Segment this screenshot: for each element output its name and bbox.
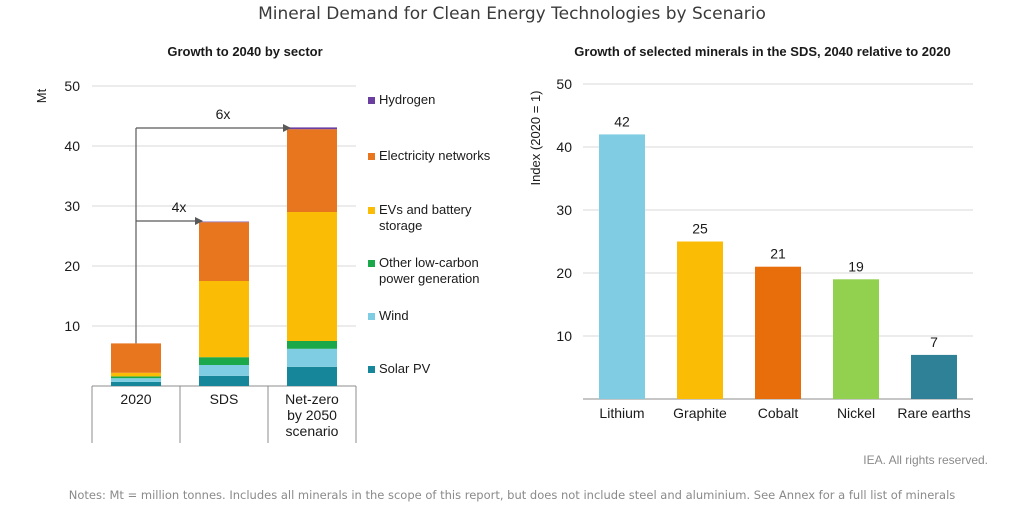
- bar-segment-evs: [111, 372, 161, 377]
- legend-swatch: [368, 260, 375, 267]
- x-tick-label: 2020: [120, 391, 151, 407]
- legend-label: EVs and battery storage: [379, 202, 472, 233]
- bar-segment-lowcarbon: [199, 357, 249, 365]
- y-tick-label: 10: [64, 318, 80, 334]
- bar-segment-evs: [287, 212, 337, 341]
- bar-segment-wind: [287, 348, 337, 367]
- y-tick-label: 40: [64, 138, 80, 154]
- growth-annotation-label: 4x: [172, 199, 187, 215]
- legend-swatch: [368, 97, 375, 104]
- bar-segment-hydrogen: [287, 127, 337, 130]
- data-label: 19: [848, 258, 864, 274]
- bar-segment-electricity: [111, 343, 161, 373]
- legend-label: Wind: [379, 308, 409, 323]
- y-tick-label: 50: [556, 76, 572, 92]
- y-tick-label: 30: [64, 198, 80, 214]
- bar-segment-solar: [287, 366, 337, 386]
- x-tick-label: Graphite: [673, 405, 727, 421]
- bar-segment-evs: [199, 281, 249, 358]
- x-tick-label: Rare earths: [897, 405, 970, 421]
- y-tick-label: 40: [556, 139, 572, 155]
- legend-label: Solar PV: [379, 361, 431, 376]
- legend-label: Hydrogen: [379, 92, 436, 107]
- x-tick-label: SDS: [210, 391, 239, 407]
- bar-lithium: [599, 134, 645, 399]
- legend-swatch: [368, 153, 375, 160]
- bar-segment-lowcarbon: [111, 376, 161, 379]
- legend-swatch: [368, 207, 375, 214]
- legend-label: Electricity networks: [379, 148, 491, 163]
- bar-segment-wind: [111, 378, 161, 382]
- legend-swatch: [368, 366, 375, 373]
- page-title: Mineral Demand for Clean Energy Technolo…: [258, 4, 766, 24]
- bar-segment-electricity: [287, 129, 337, 212]
- y-tick-label: 20: [64, 258, 80, 274]
- x-tick-label: Net-zero by 2050 scenario: [285, 391, 339, 439]
- y-axis-label: Index (2020 = 1): [528, 90, 543, 185]
- bar-segment-lowcarbon: [287, 341, 337, 349]
- x-tick-label: Cobalt: [758, 405, 799, 421]
- growth-annotation-label: 6x: [216, 106, 231, 122]
- bar-segment-solar: [199, 375, 249, 386]
- right-chart-title: Growth of selected minerals in the SDS, …: [574, 44, 951, 59]
- bar-segment-hydrogen: [199, 221, 249, 223]
- bar-rare_earths: [911, 354, 957, 399]
- notes-text: Notes: Mt = million tonnes. Includes all…: [68, 488, 956, 502]
- legend-swatch: [368, 313, 375, 320]
- y-tick-label: 20: [556, 265, 572, 281]
- bar-graphite: [677, 241, 723, 399]
- x-tick-label: Lithium: [599, 405, 644, 421]
- left-chart-title: Growth to 2040 by sector: [167, 44, 323, 59]
- y-tick-label: 50: [64, 78, 80, 94]
- bar-segment-electricity: [199, 222, 249, 281]
- data-label: 7: [930, 334, 938, 350]
- legend-label: Other low-carbon power generation: [379, 255, 480, 286]
- y-tick-label: 30: [556, 202, 572, 218]
- bar-nickel: [833, 279, 879, 399]
- data-label: 25: [692, 221, 708, 237]
- bar-cobalt: [755, 266, 801, 399]
- credit-text: IEA. All rights reserved.: [863, 453, 988, 467]
- x-tick-label: Nickel: [837, 405, 875, 421]
- y-axis-label: Mt: [34, 88, 49, 103]
- data-label: 42: [614, 113, 630, 129]
- data-label: 21: [770, 246, 786, 262]
- y-tick-label: 10: [556, 328, 572, 344]
- bar-segment-solar: [111, 381, 161, 386]
- bar-segment-wind: [199, 365, 249, 376]
